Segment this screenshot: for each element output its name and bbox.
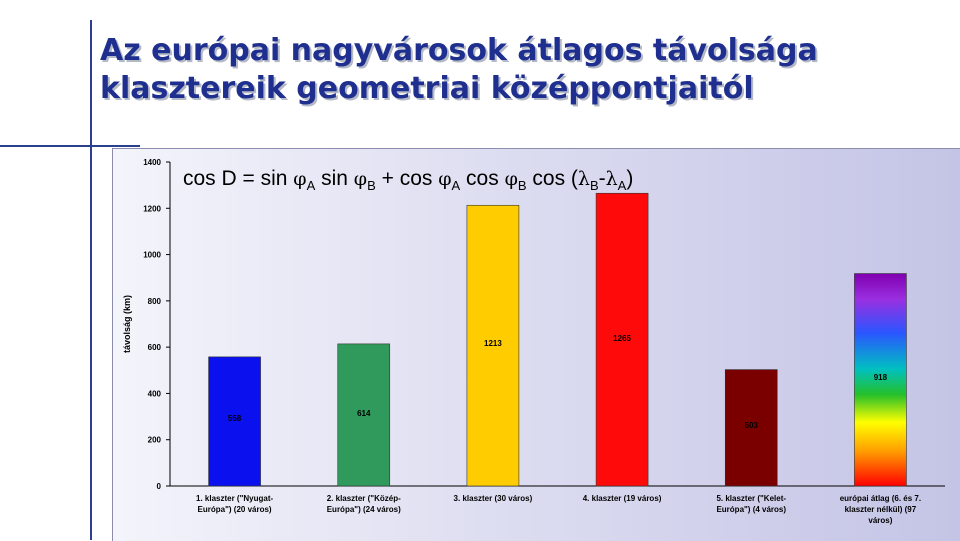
bar-1	[208, 356, 261, 487]
page-title: Az európai nagyvárosok átlagos távolsága…	[100, 32, 940, 108]
horizontal-accent-line	[0, 145, 140, 147]
bar-2	[337, 343, 391, 487]
y-tick-label: 1000	[143, 251, 161, 260]
y-axis-title: távolság (km)	[122, 295, 132, 353]
title-line-2: klasztereik geometriai középpontjaitól	[100, 71, 754, 106]
y-tick-label: 1400	[143, 158, 161, 167]
subscript: B	[517, 178, 527, 193]
x-tick-label: 3. klaszter (30 város)	[454, 494, 533, 503]
data-label: 558	[228, 414, 242, 423]
subscript: B	[367, 178, 376, 193]
bar-4	[595, 192, 649, 487]
bar-6	[854, 273, 907, 487]
x-tick-label: 2. klaszter ("Közép-	[327, 494, 401, 503]
subscript: B	[589, 178, 599, 193]
formula-part: cos (	[526, 167, 578, 190]
x-tick-label: klaszter nélkül) (97	[845, 505, 917, 514]
y-tick-label: 200	[148, 436, 162, 445]
y-tick-label: 0	[157, 482, 162, 491]
x-tick-label: 4. klaszter (19 város)	[583, 494, 662, 503]
phi-symbol: φ	[293, 168, 307, 190]
vertical-accent-line	[90, 20, 92, 540]
subscript: A	[617, 178, 627, 193]
phi-symbol: φ	[353, 168, 368, 190]
formula-part: -	[598, 167, 606, 190]
y-tick-label: 600	[148, 343, 162, 352]
data-label: 918	[874, 373, 888, 382]
formula-part: cos D = sin	[183, 167, 294, 190]
phi-symbol: φ	[438, 168, 452, 190]
x-tick-label: Európa") (4 város)	[716, 505, 786, 514]
formula-part: sin	[315, 167, 354, 190]
lambda-symbol: λ	[577, 168, 590, 190]
title-line-1: Az európai nagyvárosok átlagos távolsága	[100, 33, 818, 68]
x-tick-label: Európa") (24 város)	[327, 505, 401, 514]
bar-3	[466, 204, 520, 487]
lambda-symbol: λ	[605, 168, 618, 190]
formula-part: )	[626, 167, 634, 190]
formula-part: cos	[460, 167, 505, 190]
x-tick-label: 1. klaszter ("Nyugat-	[196, 494, 273, 503]
x-tick-label: európai átlag (6. és 7.	[840, 494, 921, 503]
data-label: 614	[357, 409, 371, 418]
subscript: A	[306, 178, 316, 193]
subscript: A	[451, 178, 461, 193]
formula-part: + cos	[375, 167, 439, 190]
y-tick-label: 1200	[143, 204, 161, 213]
y-tick-label: 400	[148, 389, 162, 398]
data-label: 1213	[484, 339, 502, 348]
y-tick-label: 800	[148, 297, 162, 306]
x-tick-label: város)	[868, 516, 892, 525]
data-label: 503	[745, 421, 759, 430]
x-tick-label: 5. klaszter ("Kelet-	[716, 494, 786, 503]
x-tick-label: Európa") (20 város)	[198, 505, 272, 514]
bar-5	[724, 369, 778, 487]
data-label: 1265	[613, 334, 631, 343]
phi-symbol: φ	[504, 168, 518, 190]
distance-formula: cos D = sin φA sin φB + cos φA cos φB co…	[183, 167, 633, 193]
